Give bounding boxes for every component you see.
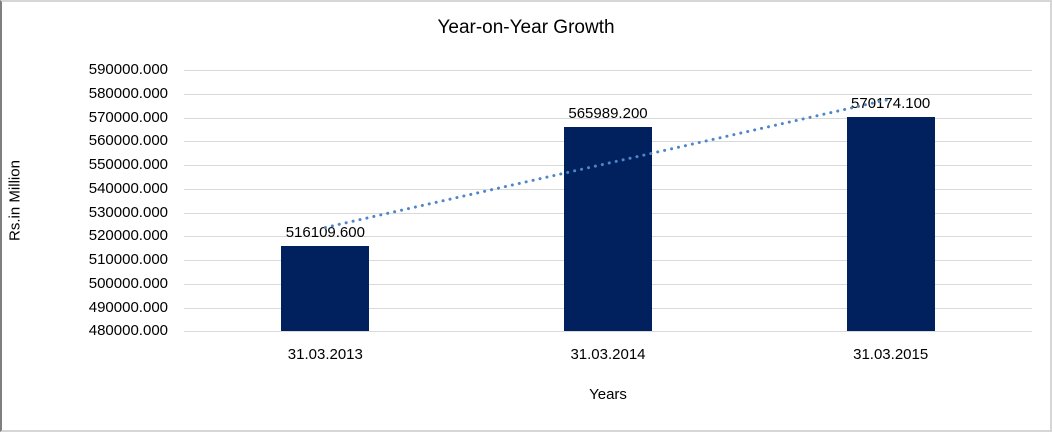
x-tick-label: 31.03.2015 (853, 346, 929, 363)
y-tick-label: 500000.000 (88, 274, 168, 292)
y-tick-label: 520000.000 (88, 227, 168, 245)
bar-31.03.2013 (281, 245, 370, 332)
y-tick-label: 590000.000 (88, 61, 168, 78)
data-label: 565989.200 (568, 105, 648, 123)
y-tick-label: 550000.000 (88, 156, 168, 174)
y-tick-label: 480000.000 (88, 322, 168, 340)
x-tick-label: 31.03.2013 (287, 346, 363, 363)
x-axis-title: Years (589, 386, 627, 403)
y-tick-label: 540000.000 (88, 179, 168, 197)
y-tick-label: 530000.000 (88, 203, 168, 221)
y-tick-label: 570000.000 (88, 108, 168, 126)
y-tick-label: 510000.000 (88, 251, 168, 269)
data-label: 516109.600 (285, 223, 365, 241)
y-tick-label: 560000.000 (88, 132, 168, 150)
bar-31.03.2014 (564, 127, 652, 332)
x-tick-label: 31.03.2014 (570, 346, 646, 363)
data-label: 570174.100 (851, 95, 931, 113)
bar-31.03.2015 (846, 117, 935, 332)
gridline (184, 93, 1032, 95)
chart-title: Year-on-Year Growth (437, 17, 615, 38)
gridline (184, 331, 1032, 333)
y-tick-label: 580000.000 (88, 84, 168, 102)
y-tick-label: 490000.000 (88, 298, 168, 316)
gridline (184, 70, 1032, 71)
